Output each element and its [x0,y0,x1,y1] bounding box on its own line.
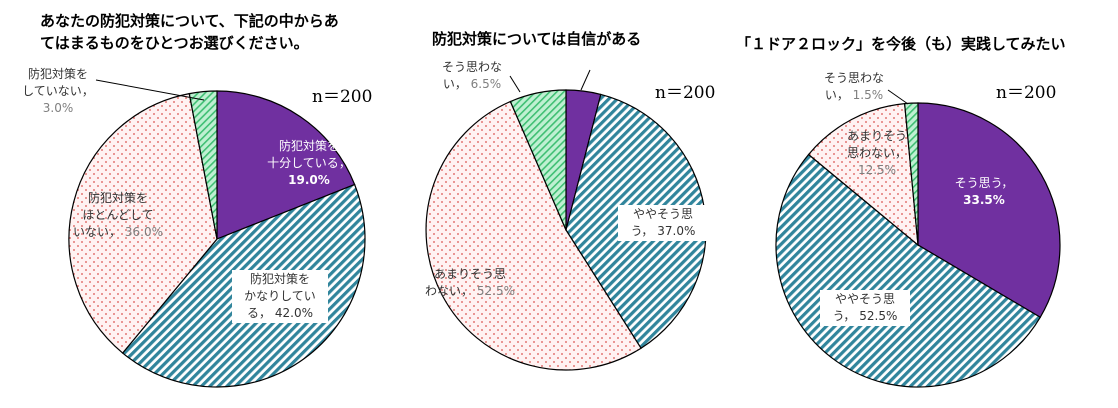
slice-name: ややそう思 う， 37.0% [621,206,705,240]
pie-slice [68,92,218,354]
pie-svg [775,89,1061,388]
pie-chart-1door2lock: 「１ドア２ロック」を今後（も）実践してみたい n＝200 そう思う， 33.5%… [736,0,1118,408]
slice-name-text: 防犯対策を ほとんどして いない [73,191,154,239]
slice-label: ややそう思 う， 52.5% [820,290,910,326]
leader-line [509,75,521,93]
pie-slice [509,89,567,231]
pie-slice [807,102,919,247]
pie-chart-confidence: 防犯対策については自信がある n＝200 ややそう思 う， 37.0% あまりそう… [400,0,760,408]
slice-percent: 33.5% [963,193,1005,207]
slice-percent: 3.0% [42,101,74,115]
slice-name-text: 防犯対策を かなりしてい る [244,272,316,320]
slice-name-text: ややそう思 う [630,207,693,238]
slice-name-text: あまりそう 思わない [846,129,907,160]
slice-label: そう思う， 33.5% [943,175,1025,209]
slice-name-text: ややそう思 う [832,292,895,323]
slice-separator: ， [1001,176,1014,190]
slice-separator: ， [338,156,351,170]
slice-percent: 37.0% [653,224,696,238]
pie-slice [775,153,1042,388]
slice-percent: 52.5% [855,309,898,323]
title-line-2: てはまるものをひとつお選びください。 [40,34,309,52]
slice-name: ややそう思 う， 52.5% [823,291,907,325]
slice-percent: 36.0% [121,225,163,239]
slice-label: そう思わな い， 1.5% [812,70,896,104]
slice-name-text: 防犯対策を していない [22,67,88,98]
pie-slice [188,90,218,240]
leader-line [887,89,909,105]
pie-slice [425,100,642,371]
slice-name-text: 防犯対策を 十分している [267,139,339,170]
slice-label: 防犯対策を していない， 3.0% [18,66,98,117]
slice-separator: ， [461,284,474,298]
leader-line [95,79,205,101]
title-line-1: あなたの防犯対策について、下記の中からあ [40,12,339,30]
slice-name: そう思う， 33.5% [943,175,1025,209]
slice-label: 防犯対策を ほとんどして いない， 36.0% [72,190,164,241]
slice-label: あまりそう思 わない， 52.5% [420,266,520,300]
pie-slice [216,90,356,240]
chart-title: 「１ドア２ロック」を今後（も）実践してみたい [736,33,1066,55]
slice-label: ややそう思 う， 37.0% [618,205,708,241]
title-line-1: 防犯対策については自信がある [432,30,642,48]
slice-percent: 6.5% [466,77,502,91]
sample-size: n＝200 [312,87,373,107]
slice-name: 防犯対策を かなりしてい る， 42.0% [235,271,325,322]
slice-percent: 42.0% [271,306,313,320]
slice-separator: ， [836,88,849,102]
slice-separator: ， [81,84,94,98]
slice-name: あまりそう思 わない， 52.5% [420,266,520,300]
chart-title: 防犯対策については自信がある [432,28,641,50]
slice-name: 防犯対策を していない， 3.0% [18,66,98,117]
slice-separator: ， [895,146,908,160]
slice-separator: ， [259,306,272,320]
sample-size: n＝200 [996,83,1057,103]
slice-name: あまりそう 思わない， 12.5% [836,128,918,179]
slice-name: 防犯対策を ほとんどして いない， 36.0% [72,190,164,241]
slice-name: 防犯対策を 十分している， 19.0% [265,138,353,189]
slice-percent: 19.0% [288,173,330,187]
slice-percent: 52.5% [473,284,515,298]
slice-name-text: そう思わな い [441,60,502,91]
slice-name-text: そう思う [954,176,1002,190]
pie-svg [68,79,366,388]
leader-line [580,69,591,91]
slice-name: そう思わな い， 6.5% [428,59,516,93]
slice-separator: ， [454,77,467,91]
pie-slice [903,102,919,246]
pie-chart-protection: あなたの防犯対策について、下記の中からあ てはまるものをひとつお選びください。 … [0,0,400,408]
slice-name: そう思わな い， 1.5% [812,70,896,104]
title-line-1: 「１ドア２ロック」を今後（も）実践してみたい [736,35,1066,53]
slice-name-text: あまりそう思 わない [425,267,506,298]
slice-label: そう思わな い， 6.5% [428,59,516,93]
slice-separator: ， [641,224,654,238]
slice-separator: ， [109,225,122,239]
chart-title: あなたの防犯対策について、下記の中からあ てはまるものをひとつお選びください。 [40,10,339,54]
slice-separator: ， [843,309,856,323]
slice-name-text: そう思わな い [823,71,884,102]
slice-label: 防犯対策を かなりしてい る， 42.0% [232,270,328,323]
pie-slice [917,102,1061,319]
slice-percent: 12.5% [857,163,897,177]
slice-label: 防犯対策を 十分している， 19.0% [265,138,353,189]
slice-percent: 1.5% [848,88,884,102]
sample-size: n＝200 [655,83,716,103]
slice-label: あまりそう 思わない， 12.5% [836,128,918,179]
